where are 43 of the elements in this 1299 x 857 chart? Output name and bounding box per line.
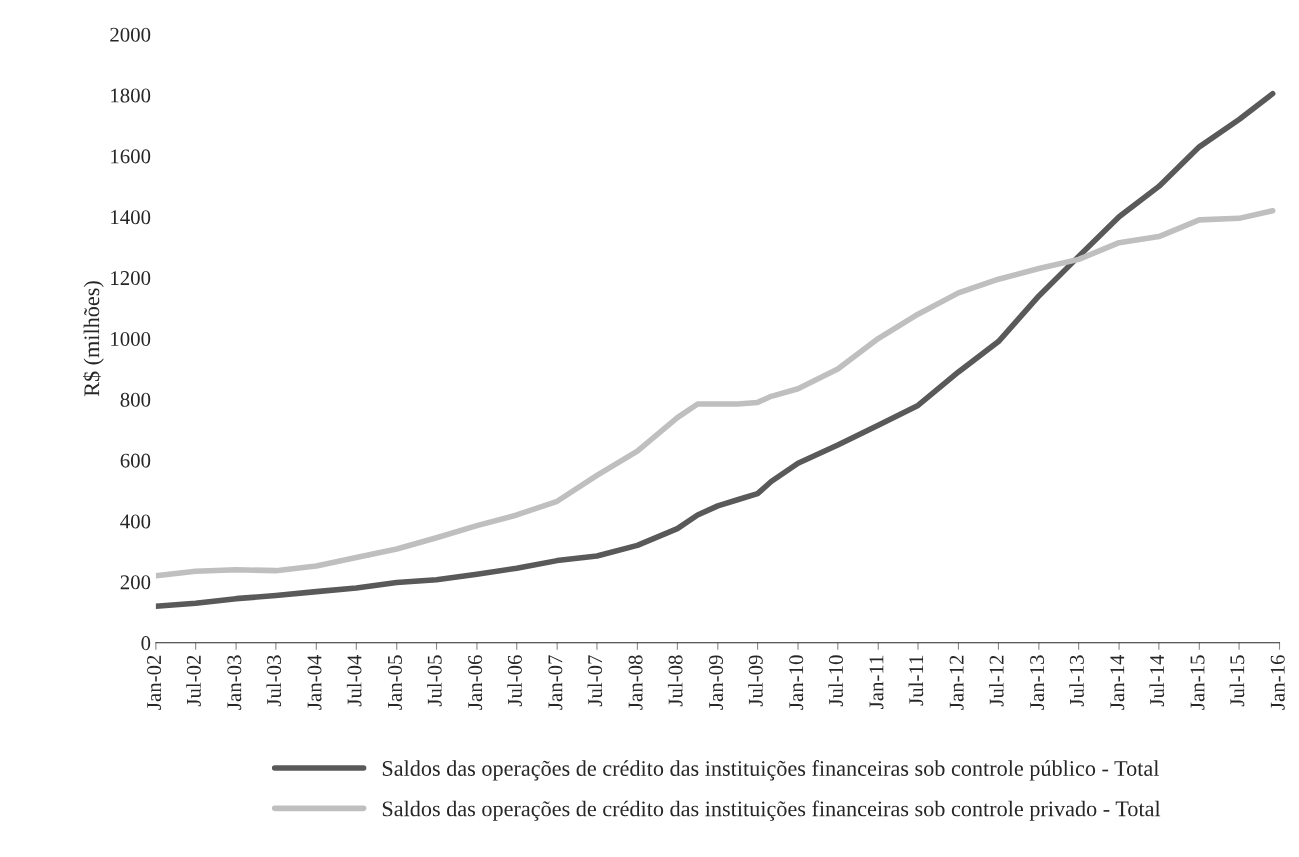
y-tick-label: 1000: [111, 331, 151, 346]
x-tick-label: Jul-09: [748, 655, 763, 707]
x-tick-label: Jan-10: [789, 655, 804, 710]
x-tick-label: Jul-14: [1149, 654, 1165, 707]
y-tick-label: 400: [120, 514, 151, 529]
x-tick-label: Jul-04: [346, 654, 362, 707]
x-tick-label: Jan-07: [548, 655, 563, 710]
x-tick-label: Jan-09: [708, 655, 724, 710]
x-tick-label: Jan-15: [1190, 655, 1205, 710]
x-tick-label: Jul-06: [507, 655, 522, 707]
legend-label: Saldos das operações de crédito das instituições financeiras sob controle privado - Total: [382, 800, 1161, 821]
x-tick-label: Jan-03: [227, 655, 242, 710]
x-tick-label: Jan-12: [949, 655, 964, 710]
x-tick-label: Jan-08: [628, 655, 643, 710]
x-tick-label: Jan-02: [147, 655, 162, 710]
x-tick-label: Jul-13: [1069, 655, 1084, 707]
legend-label: Saldos das operações de crédito das instituições financeiras sob controle público - Total: [382, 760, 1159, 781]
x-tick-label: Jul-03: [266, 655, 282, 707]
y-tick-label: 1800: [111, 88, 151, 103]
y-tick-label: 600: [120, 453, 151, 468]
y-tick-label: 0: [141, 636, 151, 651]
x-tick-label: Jul-08: [667, 655, 683, 707]
x-tick-label: Jan-05: [387, 655, 402, 710]
y-tick-label: 1400: [111, 210, 151, 225]
x-tick-label: Jan-11: [869, 655, 884, 709]
x-tick-label: Jan-16: [1270, 655, 1285, 710]
x-tick-label: Jan-06: [468, 655, 483, 710]
x-tick-label: Jul-11: [908, 655, 924, 706]
x-tick-label: Jul-07: [587, 655, 603, 707]
y-axis-title: R$ (milhões): [82, 281, 104, 397]
x-tick-label: Jul-02: [186, 655, 201, 707]
x-tick-label: Jul-15: [1229, 655, 1245, 707]
x-tick-label: Jul-10: [828, 655, 844, 707]
x-tick-label: Jan-04: [307, 654, 322, 710]
x-tick-label: Jan-13: [1030, 655, 1045, 710]
y-tick-label: 2000: [110, 27, 151, 42]
y-tick-label: 1600: [111, 149, 151, 164]
y-tick-label: 200: [120, 575, 151, 590]
x-tick-label: Jan-14: [1110, 654, 1125, 710]
x-tick-label: Jul-05: [427, 655, 442, 707]
y-tick-label: 1200: [111, 271, 151, 286]
x-tick-label: Jul-12: [988, 655, 1004, 707]
y-tick-label: 800: [120, 392, 151, 407]
